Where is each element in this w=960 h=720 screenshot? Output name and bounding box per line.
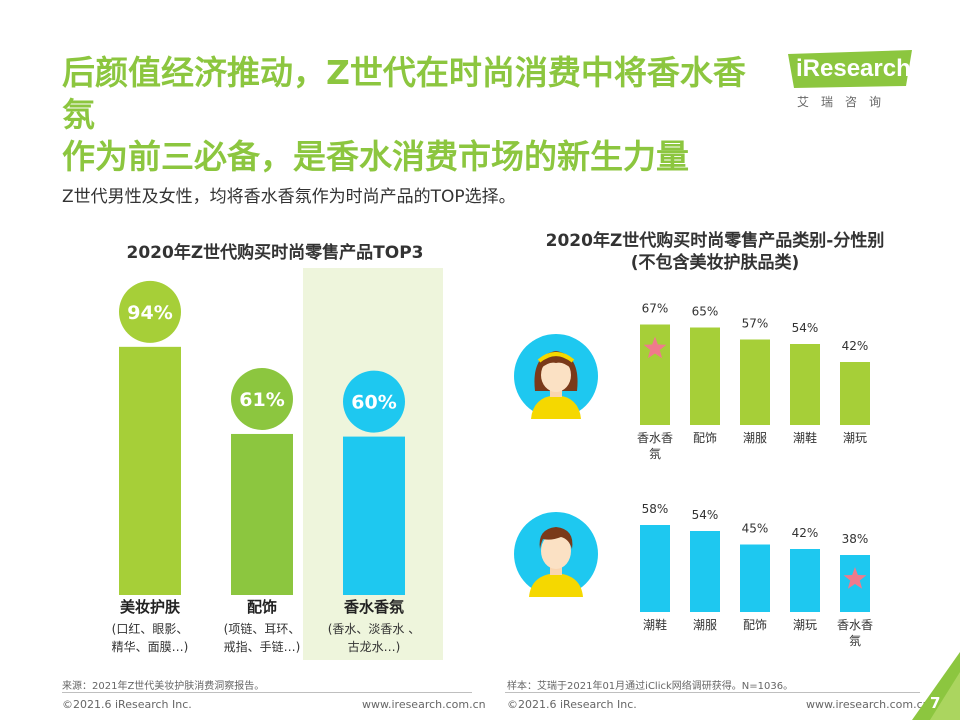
bar-美妆护肤 (119, 346, 181, 595)
value-bubble (343, 370, 405, 433)
subtitle: Z世代男性及女性，均将香水香氛作为时尚产品的TOP选择。 (62, 187, 516, 207)
highlight-panel (303, 268, 443, 660)
bar-配饰 (231, 433, 293, 595)
copyright-right: ©2021.6 iResearch Inc. (507, 698, 637, 711)
category-label: 潮服 (693, 617, 717, 632)
category-note: (口红、眼影、精华、面膜…) (112, 621, 189, 654)
category-note: (项链、耳环、戒指、手链…) (224, 621, 301, 654)
value-label: 45% (742, 522, 769, 536)
value-bubble (231, 367, 293, 430)
category-label: 美妆护肤 (120, 598, 181, 616)
bar-panel0-2 (740, 339, 770, 425)
female-avatar-icon (514, 334, 598, 419)
bar-panel1-0 (640, 525, 670, 612)
copyright-left: ©2021.6 iResearch Inc. (62, 698, 192, 711)
value-label: 54% (692, 508, 719, 522)
footer-divider-right (505, 692, 920, 693)
bar-香水香氛 (343, 436, 405, 595)
category-label: 潮服 (743, 430, 767, 445)
bar-panel0-3 (790, 344, 820, 425)
bar-panel0-4 (840, 362, 870, 425)
category-label: 潮鞋 (643, 617, 667, 632)
right-chart-title-line1: 2020年Z世代购买时尚零售产品类别-分性别 (545, 231, 885, 251)
category-label: 潮玩 (843, 430, 867, 445)
value-label: 54% (792, 321, 819, 335)
value-label: 57% (742, 317, 769, 331)
value-label: 38% (842, 532, 869, 546)
star-icon (643, 336, 667, 359)
source-note-left: 来源：2021年Z世代美妆护肤消费洞察报告。 (62, 681, 265, 692)
footer-divider-left (62, 692, 472, 693)
value-label: 61% (239, 389, 284, 411)
corner-decoration (912, 652, 960, 720)
logo-subtitle: 艾瑞咨询 (797, 95, 894, 109)
bar-panel1-2 (740, 544, 770, 612)
left-chart-title: 2020年Z世代购买时尚零售产品TOP3 (126, 243, 424, 263)
value-bubble (119, 280, 181, 343)
category-label: 配饰 (743, 618, 767, 632)
url-left[interactable]: www.iresearch.com.cn (362, 698, 486, 711)
page-title: 后颜值经济推动，Z世代在时尚消费中将香水香氛 作为前三必备，是香水消费市场的新生… (62, 52, 762, 178)
category-note: (香水、淡香水 、古龙水…) (328, 622, 421, 654)
right-chart-title: 2020年Z世代购买时尚零售产品类别-分性别 (不包含美妆护肤品类) (505, 230, 925, 274)
category-label: 香水香氛 (637, 431, 673, 461)
bar-panel1-3 (790, 549, 820, 612)
value-label: 58% (642, 502, 669, 516)
page-title-line1: 后颜值经济推动，Z世代在时尚消费中将香水香氛 (62, 53, 746, 134)
male-avatar-icon (514, 512, 598, 597)
category-label: 香水香氛 (344, 598, 404, 616)
category-label: 潮玩 (793, 617, 817, 632)
bar-panel1-4 (840, 555, 870, 612)
page-number: 7 (930, 694, 941, 712)
source-note-right: 样本：艾瑞于2021年01月通过iClick网络调研获得。N=1036。 (507, 681, 794, 692)
bar-panel1-1 (690, 531, 720, 612)
category-label: 香水香氛 (837, 618, 873, 648)
category-label: 配饰 (693, 431, 717, 445)
category-label: 配饰 (247, 598, 277, 616)
value-label: 42% (792, 526, 819, 540)
star-icon (843, 567, 867, 589)
value-label: 94% (127, 302, 172, 324)
iresearch-logo (788, 50, 912, 88)
page-title-line2: 作为前三必备，是香水消费市场的新生力量 (62, 137, 689, 176)
bar-panel0-0 (640, 324, 670, 425)
value-label: 60% (351, 392, 396, 414)
right-chart-title-line2: (不包含美妆护肤品类) (630, 253, 800, 273)
value-label: 65% (692, 305, 719, 319)
value-label: 42% (842, 339, 869, 353)
category-label: 潮鞋 (793, 430, 817, 445)
logo-text: iResearch (796, 55, 911, 82)
bar-panel0-1 (690, 327, 720, 425)
url-right[interactable]: www.iresearch.com.cn (806, 698, 930, 711)
value-label: 67% (642, 302, 669, 316)
